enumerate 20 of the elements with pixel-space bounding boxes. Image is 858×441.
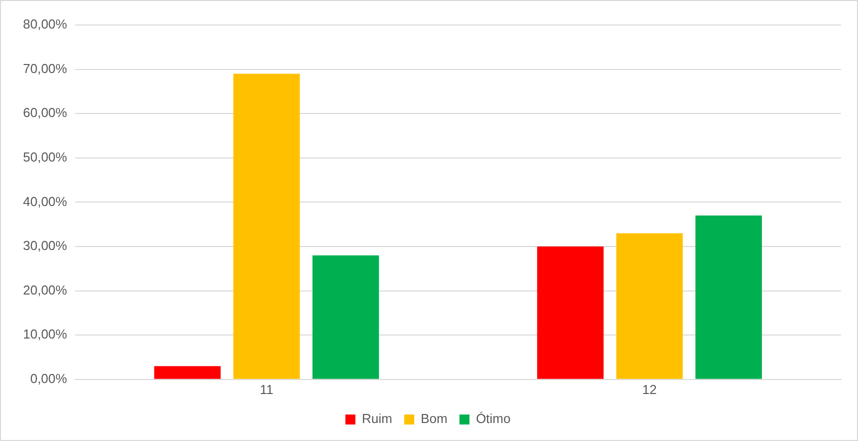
y-tick-label: 80,00% [22,16,68,32]
y-tick-label: 50,00% [22,149,68,164]
y-tick-label: 30,00% [22,238,68,254]
y-tick-label: 0,00% [30,370,68,386]
y-tick-label: 40,00% [22,194,68,209]
legend-label: Bom [420,411,448,426]
legend-label: Ruim [362,411,392,426]
x-tick-label: 12 [642,382,657,397]
legend-label: Ótimo [476,411,511,426]
x-tick-label: 11 [260,382,274,397]
bar [233,74,300,379]
y-tick-label: 20,00% [22,282,68,298]
y-tick-label: 70,00% [22,60,68,76]
bar [695,215,762,379]
bar [312,255,379,379]
bar [154,366,221,379]
bar [537,246,604,379]
y-tick-label: 60,00% [22,105,68,120]
y-tick-label: 10,00% [22,326,68,342]
bar [616,233,683,379]
